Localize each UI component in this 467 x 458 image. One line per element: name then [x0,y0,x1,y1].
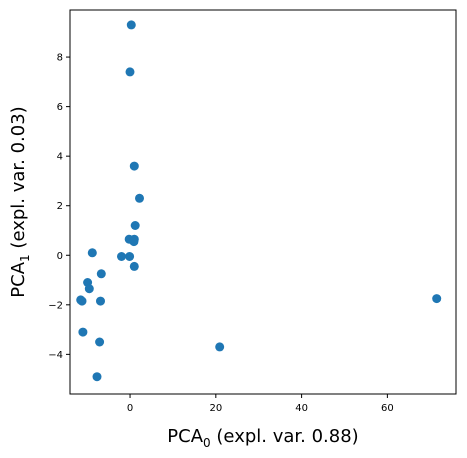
y-tick-label: 2 [57,201,63,212]
data-point [125,67,135,77]
x-tick-label: 0 [127,403,133,414]
data-point [125,252,135,261]
data-point [87,248,97,258]
plot-area [70,10,456,394]
y-tick-label: 6 [57,102,63,113]
y-axis-ticks: −4 −2 0 2 4 6 8 [48,53,70,361]
data-point [96,296,105,306]
y-tick-label: −2 [48,300,63,311]
x-axis-label: PCA0 (expl. var. 0.88) [167,426,358,450]
data-point [215,342,225,352]
data-point [130,221,140,230]
data-point [129,161,139,171]
data-point [95,337,105,347]
data-point [129,237,139,247]
plot-frame [69,9,457,395]
x-tick-label: 40 [295,403,308,414]
data-point [135,193,144,203]
data-point [77,296,87,306]
y-tick-label: 0 [57,251,63,262]
data-point [78,327,88,337]
data-point [126,20,136,30]
data-point [129,261,139,271]
points-layer [76,20,442,382]
data-point [117,252,126,261]
y-axis-label: PCA1 (expl. var. 0.03) [8,106,32,297]
y-tick-label: 4 [57,152,63,163]
data-point [92,372,102,382]
x-axis-ticks: 0 20 40 60 [127,394,394,414]
x-tick-label: 60 [381,403,394,414]
x-tick-label: 20 [209,403,222,414]
data-point [84,284,94,294]
y-tick-label: −4 [48,350,63,361]
data-point [432,294,442,304]
data-point [96,269,106,279]
y-tick-label: 8 [57,53,63,64]
